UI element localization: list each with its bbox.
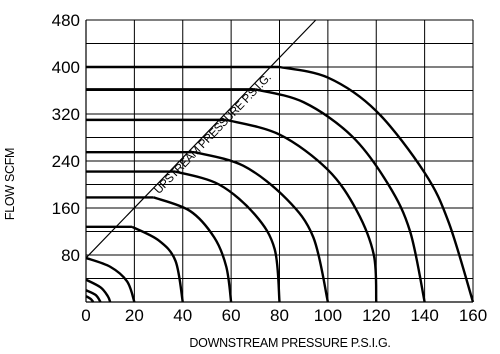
y-tick-label: 80: [61, 246, 80, 265]
series-curve: [175, 170, 281, 303]
x-tick-label: 0: [81, 306, 90, 325]
x-tick-label: 80: [270, 306, 289, 325]
x-tick-label: 140: [410, 306, 438, 325]
series-curve: [153, 196, 233, 303]
series-curve: [194, 151, 330, 303]
series-curve: [279, 65, 475, 303]
y-tick-label: 480: [52, 11, 80, 30]
x-tick-label: 20: [125, 306, 144, 325]
series-curve: [85, 278, 112, 303]
x-axis-title: DOWNSTREAM PRESSURE P.S.I.G.: [189, 336, 390, 350]
y-axis-title: FLOW SCFM: [3, 148, 17, 220]
diagonal-layer: UPSTREAM PRESSURE P.S.I.G.: [85, 19, 317, 259]
series-curve: [85, 256, 136, 303]
y-tick-label: 240: [52, 152, 80, 171]
upstream-diagonal-line: [85, 19, 317, 259]
x-tick-label: 100: [314, 306, 342, 325]
tick-layer: 0 20 40 60 80 100 120 140 160 80 160 240 320 400 480: [52, 11, 488, 325]
x-tick-label: 60: [222, 306, 241, 325]
series-curve: [131, 225, 184, 303]
series-curve: [255, 88, 426, 303]
x-tick-label: 40: [173, 306, 192, 325]
y-tick-label: 400: [52, 58, 80, 77]
series-curve: [85, 295, 95, 303]
x-tick-label: 160: [459, 306, 487, 325]
series-curve: [225, 118, 378, 303]
y-tick-label: 320: [52, 105, 80, 124]
series-layer: [85, 65, 475, 303]
x-tick-label: 120: [362, 306, 390, 325]
grid-layer: [85, 19, 474, 303]
series-curve: [85, 289, 102, 303]
y-tick-label: 160: [52, 199, 80, 218]
